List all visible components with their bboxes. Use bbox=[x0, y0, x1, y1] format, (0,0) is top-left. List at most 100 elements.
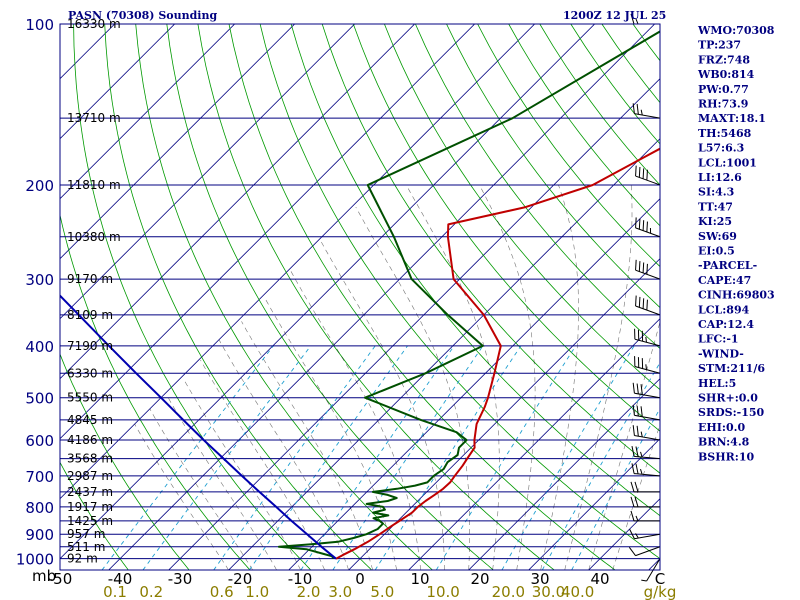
mixing-ratio-label: 0.1 bbox=[103, 583, 127, 600]
mixing-ratio-line bbox=[374, 345, 522, 570]
wind-barb bbox=[630, 510, 660, 522]
moist-adiabat-line bbox=[290, 271, 421, 570]
wind-barb-staff bbox=[634, 113, 661, 119]
wind-barb-flag bbox=[642, 262, 645, 273]
index-line: LI:12.6 bbox=[698, 171, 742, 184]
index-line: CAP:12.4 bbox=[698, 318, 754, 331]
dry-adiabat-line bbox=[104, 24, 372, 570]
wind-barb-layer bbox=[628, 13, 661, 582]
index-line: LCL:1001 bbox=[698, 156, 757, 169]
wind-barb-flag bbox=[635, 259, 637, 271]
height-label: 4186 m bbox=[67, 433, 113, 447]
wind-barb-flag bbox=[635, 295, 637, 307]
index-line: SI:4.3 bbox=[698, 186, 734, 199]
wind-barb-flag bbox=[646, 299, 648, 311]
wind-barb-staff bbox=[634, 455, 661, 460]
wind-barb-flag bbox=[630, 510, 635, 522]
index-line: TP:237 bbox=[698, 39, 741, 52]
pressure-tick-label: 1000 bbox=[16, 551, 54, 569]
series-layer bbox=[60, 30, 660, 560]
wind-barb bbox=[632, 103, 661, 119]
wind-barb-half-flag bbox=[640, 451, 643, 458]
index-line: WB0:814 bbox=[697, 68, 755, 81]
mixing-ratio-label: 5.0 bbox=[370, 583, 394, 600]
dry-adiabat-line bbox=[415, 24, 660, 349]
temperature-tick-label: 40 bbox=[590, 570, 609, 588]
index-line: PW:0.77 bbox=[698, 83, 749, 96]
mixing-ratio-line bbox=[142, 345, 312, 570]
mixing-ratio-label: 40.0 bbox=[561, 583, 594, 600]
moist-adiabat-line bbox=[200, 359, 325, 570]
moist-adiabat-line bbox=[182, 378, 301, 570]
wind-barb-flag bbox=[642, 220, 645, 231]
moist-adiabat-line bbox=[218, 339, 349, 570]
mixing-ratio-line bbox=[300, 345, 455, 570]
wind-barb bbox=[635, 165, 661, 186]
index-line: BSHR:10 bbox=[698, 450, 754, 463]
dry-adiabat-line bbox=[477, 24, 660, 268]
wind-barb-half-flag bbox=[641, 579, 647, 582]
height-label: 1917 m bbox=[67, 500, 113, 514]
pressure-tick-label: 600 bbox=[25, 432, 54, 450]
index-line: MAXT:18.1 bbox=[698, 112, 766, 125]
isotherm-line bbox=[60, 24, 295, 260]
pressure-unit-label: mb bbox=[32, 567, 56, 585]
wind-barb-flag bbox=[646, 169, 648, 181]
pressure-tick-label: 500 bbox=[25, 390, 54, 408]
mixing-ratio-label: 10.0 bbox=[426, 583, 459, 600]
moist-adiabat-line bbox=[405, 184, 500, 570]
wind-barb-staff bbox=[635, 305, 661, 316]
isobar-layer bbox=[60, 23, 660, 560]
wind-barb-staff bbox=[634, 533, 661, 540]
index-line: RH:73.9 bbox=[698, 98, 748, 111]
index-line: SHR+:0.0 bbox=[698, 392, 758, 405]
index-line: WMO:70308 bbox=[697, 24, 775, 37]
wind-barb-staff bbox=[635, 175, 661, 186]
temperature-tick-label: 10 bbox=[410, 570, 429, 588]
wind-barb-flag bbox=[630, 13, 635, 25]
temperature-tick-label: -40 bbox=[108, 570, 133, 588]
dewpoint-line bbox=[277, 30, 660, 559]
wind-barb-staff bbox=[634, 435, 661, 441]
mixing-ratio-label: 0.6 bbox=[210, 583, 234, 600]
index-line: LCL:894 bbox=[698, 303, 750, 316]
mixing-ratio-label: 2.0 bbox=[297, 583, 321, 600]
wind-barb-flag bbox=[635, 446, 639, 457]
grid-layer bbox=[60, 24, 660, 570]
wind-barb-flag bbox=[642, 168, 645, 179]
dry-adiabat-line bbox=[290, 24, 660, 517]
wind-barb-staff bbox=[635, 269, 661, 280]
wind-barb-flag bbox=[646, 221, 648, 233]
parcel-line bbox=[60, 294, 337, 560]
wind-barb-staff bbox=[634, 338, 661, 347]
pressure-tick-label: 300 bbox=[25, 271, 54, 289]
index-line: STM:211/6 bbox=[698, 362, 765, 375]
dry-adiabat-line bbox=[166, 24, 494, 570]
wind-barb-staff bbox=[634, 414, 661, 421]
moist-adiabat-line bbox=[355, 206, 471, 570]
dry-adiabat-line bbox=[73, 24, 312, 570]
pressure-tick-label: 100 bbox=[25, 16, 54, 34]
height-label: 9170 m bbox=[67, 272, 113, 286]
isotherm-line bbox=[108, 24, 655, 570]
wind-barb-staff bbox=[634, 392, 661, 399]
moist-adiabat-line bbox=[320, 241, 445, 570]
index-line: EI:0.5 bbox=[698, 245, 735, 258]
temperature-tick-label: 30 bbox=[530, 570, 549, 588]
index-line: TH:5468 bbox=[698, 127, 752, 140]
wind-barb-flag bbox=[630, 496, 635, 507]
height-label: 11810 m bbox=[67, 178, 121, 192]
wind-barb-staff bbox=[635, 546, 661, 557]
height-label: 511 m bbox=[67, 540, 105, 554]
wind-barb bbox=[632, 404, 661, 421]
index-line: CAPE:47 bbox=[698, 274, 751, 287]
wind-barb bbox=[628, 546, 661, 557]
height-label: 5550 m bbox=[67, 391, 113, 405]
dry-adiabat-line bbox=[135, 24, 433, 570]
height-label: 4845 m bbox=[67, 413, 113, 427]
pressure-tick-label: 700 bbox=[25, 468, 54, 486]
isotherm-line bbox=[408, 318, 660, 570]
wind-barb-half-flag bbox=[645, 336, 647, 343]
